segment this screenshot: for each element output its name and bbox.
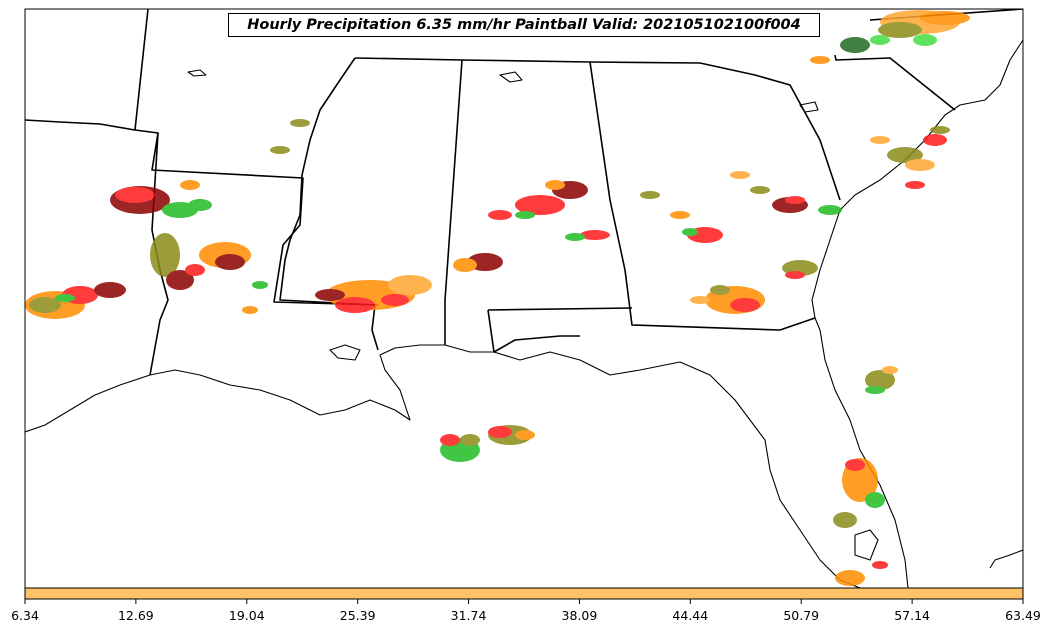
- precip-blob: [565, 233, 585, 241]
- precip-blob: [870, 136, 890, 144]
- colorbar-tick-label: 25.39: [339, 608, 376, 623]
- precip-blob: [180, 180, 200, 190]
- precip-blob: [785, 196, 805, 204]
- precip-blob: [730, 171, 750, 179]
- lake-outline: [499, 71, 523, 83]
- colorbar-tick-label: 12.69: [117, 608, 154, 623]
- lake-outline: [799, 101, 819, 113]
- texas-louisiana-border: [149, 132, 169, 376]
- precip-blob: [640, 191, 660, 199]
- georgia-southcarolina-border: [699, 62, 841, 201]
- precip-blob: [252, 281, 268, 289]
- precip-blob: [381, 294, 409, 306]
- precip-blob: [818, 205, 842, 215]
- lake-okeechobee: [854, 529, 879, 561]
- precip-blob: [460, 434, 480, 446]
- precip-blob: [488, 210, 512, 220]
- precip-blob: [865, 386, 885, 394]
- colorbar-tick-label: 57.14: [894, 608, 931, 623]
- precip-blob: [905, 159, 935, 171]
- precip-blob: [887, 147, 923, 163]
- precip-blob: [488, 426, 512, 438]
- colorbar-tick-label: 19.04: [228, 608, 265, 623]
- precip-blob: [845, 459, 865, 471]
- precip-blob: [810, 56, 830, 64]
- arkansas-louisiana-border: [134, 9, 379, 306]
- precip-blob: [29, 297, 61, 313]
- northcarolina-border: [834, 54, 956, 111]
- colorbar-tick-label: 6.34: [11, 608, 39, 623]
- mississippi-alabama-border: [444, 59, 463, 345]
- precip-blob: [270, 146, 290, 154]
- alabama-florida-border: [487, 309, 580, 353]
- precip-blob: [865, 492, 885, 508]
- precip-blob: [115, 187, 155, 203]
- precip-blob: [835, 570, 865, 586]
- precip-blob: [730, 298, 760, 312]
- precip-blob: [750, 186, 770, 194]
- precip-blob: [166, 270, 194, 290]
- gulf-coastline: [25, 344, 861, 588]
- precip-blob: [833, 512, 857, 528]
- precip-blob: [440, 434, 460, 446]
- tennessee-border: [354, 57, 701, 64]
- precip-blob: [215, 254, 245, 270]
- colorbar-tick-label: 63.49: [1005, 608, 1041, 623]
- map-title: Hourly Precipitation 6.35 mm/hr Paintbal…: [228, 13, 820, 37]
- precip-blob: [913, 34, 937, 46]
- bahamas-coast: [989, 549, 1023, 569]
- precip-blob: [923, 134, 947, 146]
- precip-blob: [865, 370, 895, 390]
- precip-blob: [920, 11, 970, 25]
- oklahoma-border: [25, 119, 136, 131]
- precip-blob: [335, 297, 375, 313]
- precipitation-blobs: [25, 10, 970, 586]
- precip-blob: [185, 264, 205, 276]
- precip-blob: [882, 366, 898, 374]
- colorbar-ticks: [24, 599, 1024, 604]
- precip-blob: [188, 199, 212, 211]
- precip-blob: [515, 211, 535, 219]
- precip-blob: [150, 233, 180, 277]
- precip-blob: [515, 195, 565, 215]
- colorbar-tick-label: 50.79: [783, 608, 820, 623]
- precip-blob: [670, 211, 690, 219]
- precip-blob: [515, 430, 535, 440]
- colorbar: [24, 587, 1024, 600]
- precip-blob: [785, 271, 805, 279]
- precip-blob: [710, 285, 730, 295]
- precip-blob: [690, 296, 710, 304]
- precip-blob: [55, 294, 75, 302]
- lake-outline: [187, 69, 207, 77]
- precip-blob: [872, 561, 888, 569]
- precip-blob: [878, 22, 922, 38]
- precip-blob: [580, 230, 610, 240]
- precip-blob: [840, 37, 870, 53]
- precip-blob: [870, 35, 890, 45]
- colorbar-tick-label: 44.44: [672, 608, 709, 623]
- lake-pontchartrain: [329, 344, 361, 361]
- precip-blob: [930, 126, 950, 134]
- colorbar-tick-label: 31.74: [450, 608, 487, 623]
- precip-blob: [905, 181, 925, 189]
- precip-blob: [315, 289, 345, 301]
- precip-blob: [545, 180, 565, 190]
- precip-blob: [682, 228, 698, 236]
- precip-blob: [453, 258, 477, 272]
- precip-blob: [242, 306, 258, 314]
- atlantic-coastline: [811, 39, 1023, 588]
- alabama-georgia-border: [589, 61, 816, 331]
- florida-panhandle-border: [487, 307, 633, 311]
- precip-blob: [388, 275, 432, 295]
- precip-blob: [94, 282, 126, 298]
- colorbar-tick-label: 38.09: [561, 608, 598, 623]
- precip-blob: [290, 119, 310, 127]
